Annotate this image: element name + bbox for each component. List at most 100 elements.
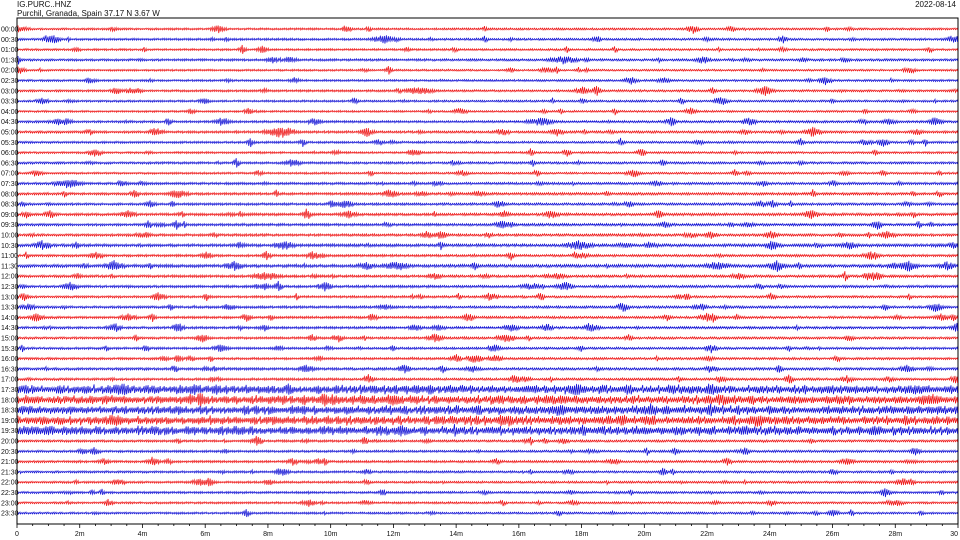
row-time-label: 02:00: [1, 68, 19, 75]
x-tick-label: 14m: [449, 531, 463, 538]
seismic-trace: [17, 148, 958, 157]
station-id: IG.PURC..HNZ: [17, 0, 72, 9]
row-time-label: 11:30: [1, 263, 18, 270]
row-time-label: 13:30: [1, 305, 19, 312]
row-time-label: 22:30: [1, 490, 19, 497]
seismic-trace: [17, 447, 958, 456]
seismic-trace: [17, 280, 958, 292]
row-time-label: 12:00: [1, 274, 19, 281]
seismic-trace: [17, 498, 958, 507]
seismic-trace: [17, 250, 958, 261]
seismic-trace: [17, 477, 958, 487]
x-tick-label: 6m: [200, 531, 210, 538]
x-tick-label: 10m: [324, 531, 338, 538]
seismic-trace: [17, 35, 958, 44]
seismic-trace: [17, 189, 958, 199]
seismic-trace: [17, 374, 958, 384]
row-time-label: 23:30: [1, 511, 19, 518]
row-time-label: 21:00: [1, 459, 19, 466]
row-time-label: 17:00: [1, 377, 19, 384]
seismic-trace: [17, 208, 958, 220]
plot-frame: [16, 17, 959, 525]
x-tick-label: 30: [950, 531, 958, 538]
seismic-trace: [17, 403, 958, 417]
row-time-label: 09:30: [1, 222, 19, 229]
x-tick-label: 0: [15, 531, 19, 538]
seismic-trace: [17, 199, 958, 208]
row-time-label: 12:30: [1, 284, 19, 291]
seismic-trace: [17, 85, 958, 96]
seismic-trace: [17, 292, 958, 302]
seismic-trace: [17, 414, 958, 427]
row-time-label: 07:30: [1, 181, 19, 188]
row-time-label: 17:30: [1, 387, 19, 394]
seismic-trace: [17, 240, 958, 251]
record-date: 2022-08-14: [915, 0, 956, 9]
seismic-trace: [17, 260, 958, 272]
seismic-trace: [17, 364, 958, 374]
row-time-label: 08:00: [1, 191, 19, 198]
row-time-label: 18:00: [1, 397, 19, 404]
seismic-trace: [17, 44, 958, 54]
seismic-trace: [17, 117, 958, 127]
seismic-trace: [17, 126, 958, 138]
seismic-trace: [17, 424, 958, 437]
seismic-trace: [17, 312, 958, 323]
row-time-label: 18:30: [1, 408, 19, 415]
seismic-trace: [17, 220, 958, 230]
seismic-trace: [17, 25, 958, 34]
seismic-trace: [17, 107, 958, 116]
row-time-label: 15:30: [1, 346, 19, 353]
seismic-trace: [17, 169, 958, 178]
row-time-label: 06:00: [1, 150, 19, 157]
seismic-trace: [17, 392, 958, 407]
seismic-trace: [17, 488, 958, 498]
seismic-trace: [17, 344, 958, 354]
row-time-label: 03:30: [1, 99, 19, 106]
row-time-label: 19:00: [1, 418, 19, 425]
row-time-label: 01:30: [1, 57, 19, 64]
x-tick-label: 16m: [512, 531, 526, 538]
row-time-label: 14:30: [1, 325, 19, 332]
row-time-label: 07:00: [1, 171, 19, 178]
row-time-label: 23:00: [1, 500, 19, 507]
x-tick-label: 26m: [826, 531, 840, 538]
x-tick-label: 2m: [75, 531, 85, 538]
row-time-label: 22:00: [1, 480, 19, 487]
seismic-trace: [17, 65, 958, 75]
x-tick-label: 24m: [763, 531, 777, 538]
row-time-label: 20:00: [1, 439, 19, 446]
row-time-label: 04:00: [1, 109, 19, 116]
seismic-trace: [17, 467, 958, 476]
x-tick-label: 12m: [387, 531, 401, 538]
row-time-label: 04:30: [1, 119, 19, 126]
seismic-trace: [17, 322, 958, 332]
row-time-label: 16:00: [1, 356, 19, 363]
row-time-label: 05:30: [1, 140, 19, 147]
seismic-trace: [17, 456, 958, 466]
station-location: Purchil, Granada, Spain 37.17 N 3.67 W: [17, 9, 160, 18]
seismic-trace: [17, 333, 958, 343]
seismic-trace: [17, 55, 958, 65]
seismic-trace: [17, 383, 958, 396]
seismic-trace: [17, 97, 958, 106]
row-time-label: 11:00: [1, 253, 18, 260]
row-time-label: 09:00: [1, 212, 19, 219]
seismic-trace: [17, 509, 958, 518]
x-tick-label: 18m: [575, 531, 589, 538]
seismic-trace: [17, 354, 958, 363]
x-tick-label: 22m: [700, 531, 714, 538]
row-time-label: 10:00: [1, 233, 19, 240]
row-time-label: 02:30: [1, 78, 19, 85]
x-tick-label: 28m: [888, 531, 902, 538]
x-tick-label: 20m: [638, 531, 652, 538]
row-time-label: 16:30: [1, 366, 19, 373]
seismic-trace: [17, 158, 958, 168]
row-time-label: 15:00: [1, 336, 19, 343]
row-time-label: 00:00: [1, 27, 19, 34]
row-time-label: 21:30: [1, 469, 19, 476]
row-time-label: 08:30: [1, 202, 19, 209]
seismic-trace: [17, 302, 958, 312]
row-time-label: 19:30: [1, 428, 19, 435]
